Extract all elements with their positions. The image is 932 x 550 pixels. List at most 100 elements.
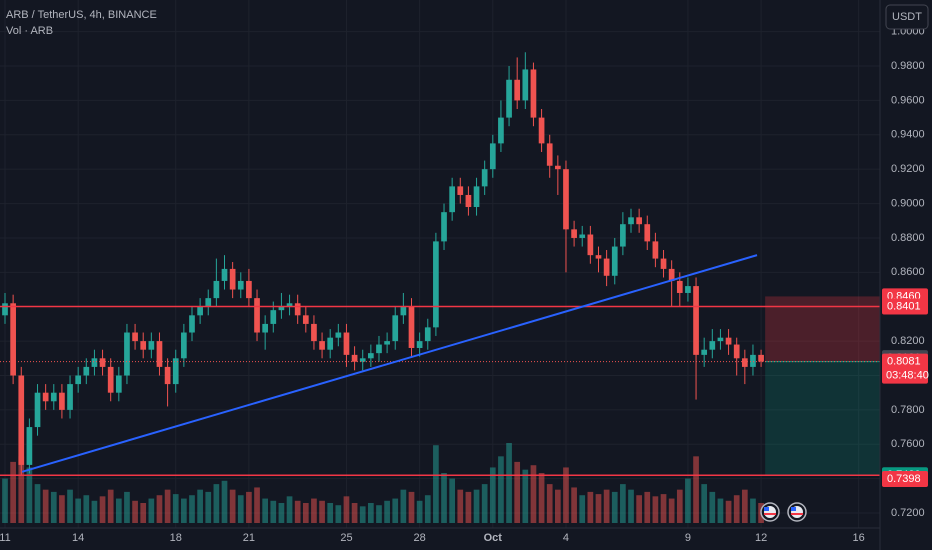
plot: [0, 0, 880, 528]
volume-bar: [26, 467, 33, 523]
volume-bar: [441, 473, 447, 523]
volume-bar: [457, 489, 464, 523]
volume-bar: [685, 478, 691, 523]
candle-body: [294, 303, 301, 316]
candle-body: [42, 392, 49, 402]
candle-body: [620, 224, 626, 247]
candle-body: [359, 358, 366, 362]
volume-bar: [628, 489, 634, 523]
x-tick-label: 25: [340, 532, 352, 544]
candle-body: [522, 69, 529, 101]
volume-bar: [67, 489, 73, 523]
volume-bar: [311, 498, 317, 523]
volume-bar: [327, 503, 334, 523]
candle-body: [302, 315, 309, 324]
volume-bar: [205, 491, 212, 523]
price-label: 0.8081: [887, 355, 921, 367]
volume-bar: [603, 489, 610, 523]
x-tick-label: 21: [243, 532, 255, 544]
volume-bar: [294, 500, 301, 523]
candle-body: [750, 354, 756, 367]
currency-button[interactable]: [885, 4, 929, 30]
candle-body: [481, 169, 488, 187]
volume-bar: [124, 491, 130, 523]
volume-bar: [400, 489, 407, 523]
y-tick-label: 0.8800: [891, 232, 925, 244]
candle-body: [554, 165, 561, 170]
volume-bar: [530, 465, 537, 523]
candle-body: [67, 384, 73, 410]
candle-body: [91, 358, 98, 367]
candle-body: [148, 341, 155, 350]
candle-body: [311, 323, 317, 342]
candle-body: [278, 306, 285, 311]
volume-bar: [140, 503, 147, 523]
price-label: 0.8401: [887, 300, 921, 312]
price-label-box: [882, 470, 928, 487]
candle-body: [660, 258, 667, 269]
candle-body: [636, 217, 642, 225]
volume-bar: [164, 489, 171, 523]
volume-bar: [595, 494, 602, 523]
volume-bar: [213, 484, 220, 523]
volume-bar: [148, 498, 155, 523]
volume-bar: [538, 473, 545, 523]
x-tick-label: 9: [685, 532, 691, 544]
volume-bar: [197, 489, 203, 523]
candle-body: [237, 280, 244, 290]
candle-body: [115, 375, 122, 393]
volume-bar: [741, 489, 748, 523]
volume-bar: [701, 484, 708, 523]
volume-bar: [563, 467, 569, 523]
candle-body: [457, 186, 464, 195]
candle-body: [213, 280, 220, 299]
volume-bar: [237, 495, 244, 523]
volume-bar: [433, 445, 439, 523]
volume-bar: [262, 498, 269, 523]
volume-bar: [733, 495, 740, 523]
candle-body: [156, 341, 163, 367]
volume-bar: [156, 495, 163, 523]
candle-body: [50, 392, 57, 402]
candle-body: [132, 332, 138, 342]
candle-body: [701, 349, 708, 355]
candle-body: [652, 241, 659, 259]
volume-bar: [717, 498, 724, 523]
event-icon-stripe: [764, 513, 776, 515]
countdown-label: 03:48:40: [886, 369, 929, 381]
candle-body: [416, 341, 423, 348]
y-tick-label: 0.7800: [891, 404, 925, 416]
volume-bar: [107, 489, 114, 523]
volume-bar: [522, 469, 529, 523]
candle-body: [75, 375, 82, 385]
volume-bar: [481, 484, 488, 523]
candle-body: [164, 366, 171, 385]
x-tick-label: 4: [563, 532, 569, 544]
volume-bar: [546, 484, 553, 523]
volume-bar: [286, 496, 293, 523]
volume-bar: [115, 498, 122, 523]
y-tick-label: 0.8600: [891, 266, 925, 278]
volume-bar: [59, 495, 65, 523]
candle-body: [465, 194, 472, 208]
chart-subtitle: Vol · ARB: [6, 25, 53, 37]
candle-body: [10, 303, 16, 376]
candle-body: [221, 268, 228, 281]
candle-body: [376, 344, 382, 354]
x-tick-label: 16: [853, 532, 865, 544]
event-icon-stripe: [791, 507, 796, 511]
candle-body: [18, 375, 25, 465]
candle-body: [368, 353, 374, 359]
volume-bar: [278, 503, 285, 523]
chart-title: ARB / TetherUS, 4h, BINANCE: [6, 9, 157, 21]
volume-bar: [34, 484, 41, 523]
candle-body: [611, 246, 618, 276]
candle-body: [351, 354, 358, 362]
candle-body: [229, 268, 236, 290]
candle-body: [343, 332, 350, 355]
volume-bar: [181, 498, 187, 523]
volume-bar: [579, 495, 586, 523]
